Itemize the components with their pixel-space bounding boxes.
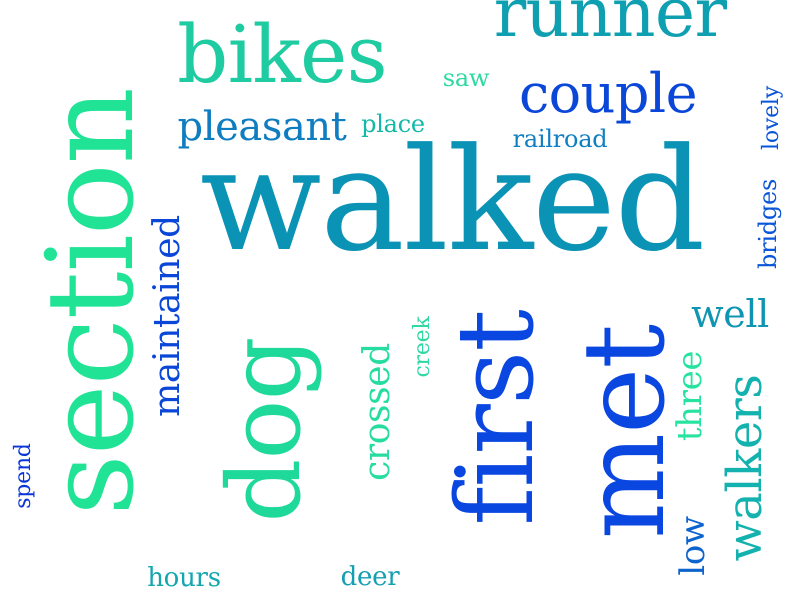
- word-hours: hours: [147, 563, 221, 593]
- word-spend: spend: [11, 443, 36, 509]
- word-walkers: walkers: [717, 374, 773, 562]
- word-railroad: railroad: [512, 125, 608, 153]
- word-place: place: [361, 110, 425, 138]
- word-bridges: bridges: [754, 178, 782, 270]
- word-crossed: crossed: [357, 343, 398, 481]
- word-deer: deer: [340, 562, 400, 592]
- word-pleasant: pleasant: [177, 104, 347, 150]
- word-met: met: [560, 324, 690, 540]
- word-lovely: lovely: [759, 86, 784, 150]
- word-low: low: [673, 516, 713, 576]
- word-runner: runner: [493, 0, 727, 53]
- word-well: well: [691, 292, 769, 336]
- word-three: three: [670, 350, 710, 442]
- word-saw: saw: [442, 64, 490, 92]
- word-first: first: [434, 310, 557, 526]
- word-section: section: [22, 88, 161, 516]
- word-bikes: bikes: [177, 8, 387, 101]
- word-dog: dog: [206, 337, 323, 523]
- word-maintained: maintained: [147, 215, 188, 417]
- word-creek: creek: [410, 316, 435, 378]
- word-couple: couple: [518, 62, 698, 125]
- word-walked: walked: [199, 118, 706, 283]
